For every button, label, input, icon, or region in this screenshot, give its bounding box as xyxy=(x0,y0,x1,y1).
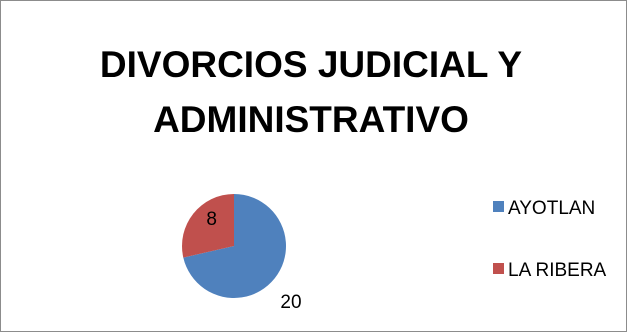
pie-slices xyxy=(182,194,286,298)
legend-label-ayotlan: AYOTLAN xyxy=(508,198,596,219)
pie-slice-la-ribera xyxy=(182,194,234,258)
legend-item-la-ribera: LA RIBERA xyxy=(493,257,608,285)
data-label-ayotlan: 20 xyxy=(280,292,301,313)
pie-slice-ayotlan xyxy=(183,194,286,298)
pie-data-labels: 20 8 xyxy=(206,209,301,313)
data-label-la-ribera: 8 xyxy=(206,209,217,230)
legend-item-ayotlan: AYOTLAN xyxy=(493,195,608,223)
legend-swatch-ayotlan xyxy=(493,201,504,212)
legend-swatch-la-ribera xyxy=(493,263,504,274)
legend-label-la-ribera: LA RIBERA xyxy=(508,260,607,281)
chart-title: DIVORCIOS JUDICIAL Y ADMINISTRATIVO xyxy=(99,44,523,140)
